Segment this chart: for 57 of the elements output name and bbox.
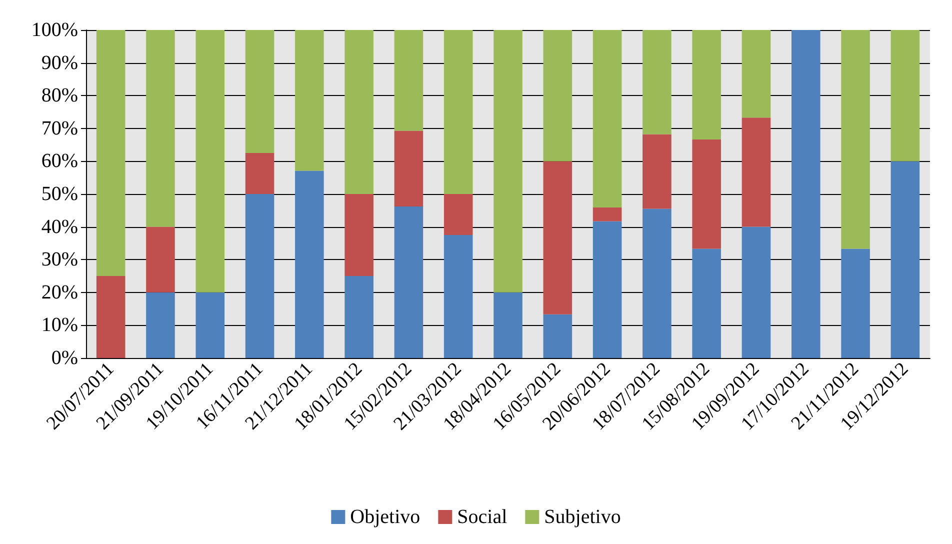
- bar: [295, 30, 324, 171]
- bar: [245, 194, 274, 358]
- bar: [494, 30, 522, 292]
- bar: [444, 30, 473, 194]
- bar: [543, 161, 572, 314]
- bar: [692, 140, 721, 249]
- legend-label: Subjetivo: [544, 506, 621, 528]
- bar: [742, 118, 771, 227]
- bar: [196, 292, 225, 358]
- bar: [146, 226, 175, 292]
- bar: [344, 194, 374, 276]
- bar: [890, 161, 920, 358]
- y-tick-label: 90%: [41, 52, 78, 74]
- legend-label: Objetivo: [350, 506, 420, 528]
- bar: [344, 276, 374, 358]
- bar: [692, 30, 721, 140]
- y-tick-label: 50%: [41, 183, 78, 205]
- y-tick-label: 80%: [41, 84, 78, 107]
- legend-label: Social: [457, 506, 508, 528]
- bar: [344, 30, 374, 194]
- y-tick-label: 30%: [41, 248, 78, 271]
- bar: [592, 221, 622, 358]
- bar: [592, 30, 622, 208]
- bar: [295, 170, 324, 358]
- bar: [841, 248, 870, 358]
- bar: [642, 30, 672, 134]
- bar: [444, 194, 473, 235]
- bar: [742, 226, 771, 358]
- bar: [890, 30, 920, 162]
- bar: [791, 30, 820, 358]
- bar: [96, 30, 126, 276]
- bar: [146, 292, 175, 358]
- y-tick-label: 60%: [41, 150, 78, 172]
- y-tick-label: 0%: [51, 347, 78, 369]
- bar: [394, 30, 424, 131]
- bar: [692, 248, 721, 358]
- bar: [96, 276, 126, 358]
- bar: [592, 207, 622, 222]
- bar: [394, 130, 424, 206]
- y-tick-label: 70%: [41, 117, 78, 140]
- bar: [196, 30, 225, 292]
- y-tick-label: 40%: [41, 216, 78, 238]
- bar: [642, 134, 672, 209]
- bar: [245, 30, 274, 153]
- bar: [543, 30, 572, 162]
- bar: [642, 208, 672, 358]
- bar: [146, 30, 175, 227]
- bar: [394, 206, 424, 358]
- bar: [841, 30, 870, 249]
- bar: [494, 292, 522, 358]
- y-tick-label: 100%: [31, 19, 78, 41]
- y-tick-label: 10%: [41, 314, 78, 336]
- y-tick-label: 20%: [41, 281, 78, 304]
- bar: [543, 314, 572, 358]
- bar: [742, 30, 771, 118]
- bar: [444, 235, 473, 358]
- bar: [245, 153, 274, 194]
